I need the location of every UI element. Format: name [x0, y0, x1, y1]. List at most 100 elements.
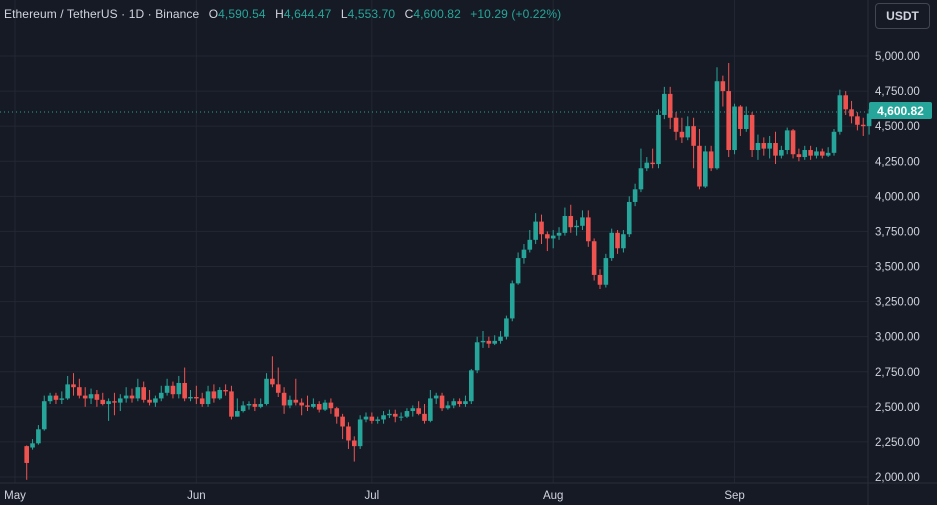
candle-body	[305, 405, 310, 407]
high-label: H	[275, 7, 284, 21]
candle-body	[621, 234, 626, 249]
candle-body	[223, 389, 228, 392]
candle-body	[673, 117, 679, 132]
candle-body	[229, 391, 234, 417]
candle-body	[463, 401, 468, 405]
y-tick-label: 2,750.00	[875, 367, 920, 379]
candle-body	[363, 416, 369, 420]
candle-body	[597, 274, 603, 285]
candle-body	[275, 384, 281, 393]
candle-body	[843, 95, 848, 110]
candle-body	[796, 154, 802, 158]
candle-body	[252, 404, 258, 407]
candle-body	[24, 446, 29, 463]
candle-body	[784, 130, 790, 151]
candle-body	[112, 401, 117, 403]
candle-body	[264, 378, 269, 405]
candle-body	[820, 151, 825, 156]
y-tick-label: 3,250.00	[875, 297, 920, 309]
candle-body	[457, 401, 462, 405]
candle-body	[802, 150, 808, 158]
open-label: O	[208, 7, 219, 21]
candle-body	[123, 395, 129, 399]
currency-button[interactable]: USDT	[875, 3, 930, 29]
candle-body	[158, 392, 164, 399]
y-tick-label: 2,000.00	[875, 472, 920, 484]
candle-body	[47, 395, 53, 402]
candle-body	[591, 241, 597, 275]
close-value: 4,600.82	[413, 7, 461, 21]
y-tick-label: 5,000.00	[875, 51, 920, 63]
candle-body	[118, 398, 123, 403]
x-tick-label: Sep	[724, 490, 744, 502]
candle-body	[428, 398, 433, 421]
candle-body	[761, 143, 767, 149]
candle-body	[580, 217, 585, 226]
candle-body	[697, 145, 702, 187]
candle-body	[714, 81, 720, 169]
y-tick-label: 4,750.00	[875, 86, 920, 98]
candle-body	[211, 391, 217, 399]
candle-body	[147, 399, 152, 403]
candle-body	[433, 395, 439, 399]
high-value: 4,644.47	[283, 7, 332, 21]
candle-body	[176, 382, 182, 395]
candle-body	[855, 116, 860, 125]
candle-body	[217, 389, 223, 399]
candle-body	[755, 143, 761, 151]
y-tick-label: 2,250.00	[875, 437, 920, 449]
candle-body	[270, 378, 275, 385]
candle-body	[445, 405, 451, 409]
candle-body	[387, 413, 392, 416]
candle-body	[509, 283, 515, 319]
candle-body	[743, 114, 749, 129]
candle-body	[141, 387, 146, 400]
candle-body	[82, 395, 88, 399]
candle-body	[153, 398, 158, 403]
candle-body	[632, 189, 638, 202]
candle-body	[492, 340, 497, 344]
candle-body	[398, 416, 404, 418]
candle-body	[328, 402, 334, 409]
candle-body	[316, 404, 322, 410]
candle-body	[235, 411, 240, 417]
candle-body	[194, 397, 199, 399]
candle-body	[556, 232, 562, 236]
candle-body	[562, 215, 568, 233]
candle-body	[65, 384, 70, 399]
candle-body	[814, 151, 819, 156]
y-tick-label: 4,250.00	[875, 156, 920, 168]
candle-body	[626, 201, 632, 235]
candle-body	[662, 93, 667, 115]
candle-body	[574, 225, 579, 228]
candle-body	[837, 95, 843, 132]
candle-body	[170, 385, 176, 395]
candle-body	[831, 131, 837, 153]
candle-body	[188, 397, 193, 399]
candle-body	[609, 232, 614, 259]
candle-body	[422, 413, 427, 421]
candle-body	[679, 131, 685, 138]
candle-body	[164, 385, 170, 393]
candle-body	[656, 114, 661, 165]
y-tick-label: 3,500.00	[875, 262, 920, 274]
candle-body	[299, 402, 304, 406]
candle-body	[685, 126, 691, 138]
candle-body	[246, 404, 252, 406]
candle-body	[30, 443, 35, 448]
candle-body	[135, 387, 141, 399]
candle-body	[340, 416, 345, 427]
low-label: L	[340, 7, 348, 21]
candle-body	[533, 221, 538, 240]
candle-body	[439, 395, 445, 409]
symbol-title[interactable]: Ethereum / TetherUS · 1D · Binance	[4, 7, 200, 21]
candle-body	[726, 91, 731, 151]
candle-body	[732, 106, 737, 151]
symbol-legend: Ethereum / TetherUS · 1D · Binance O4,59…	[4, 7, 561, 21]
candle-body	[182, 382, 187, 399]
candle-body	[281, 392, 287, 406]
candle-body	[381, 415, 386, 420]
candle-body	[539, 221, 544, 235]
x-tick-label: Jul	[364, 490, 379, 502]
